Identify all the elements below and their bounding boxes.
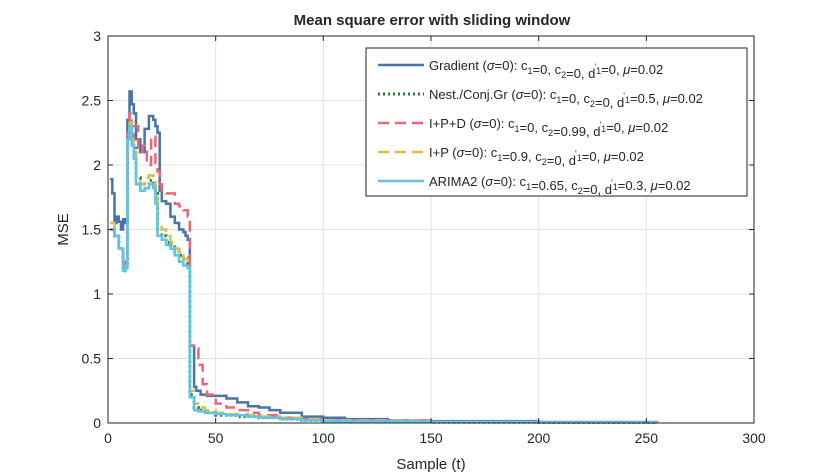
x-axis-label: Sample (t) [396,456,465,473]
legend-label-0: Gradient (σ=0): c1=0, c2=0, d'1=0, μ=0.0… [429,58,663,81]
y-tick-label: 1.5 [82,222,102,238]
chart-title: Mean square error with sliding window [294,12,571,29]
series-line-2 [110,112,659,424]
y-tick-label: 0.5 [82,351,102,367]
x-tick-label: 250 [635,430,659,446]
y-tick-label: 3 [93,28,101,44]
x-tick-label: 50 [208,430,224,446]
legend-label-3: I+P (σ=0): c1=0.9, c2=0, d'1=0, μ=0.02 [429,145,644,168]
series-line-4 [110,125,659,424]
x-tick-label: 0 [104,430,112,446]
legend-label-2: I+P+D (σ=0): c1=0, c2=0.99, d'1=0, μ=0.0… [429,116,668,139]
legend-box [365,47,748,197]
x-tick-label: 100 [312,430,336,446]
y-tick-label: 2.5 [82,93,102,109]
plot-lines [110,90,659,424]
series-line-1 [110,118,659,424]
series-line-3 [110,118,659,424]
x-tick-label: 300 [742,430,766,446]
y-axis-label: MSE [55,213,72,246]
x-tick-label: 150 [419,430,443,446]
y-tick-label: 2 [93,157,101,173]
legend-label-4: ARIMA2 (σ=0): c1=0.65, c2=0, d'1=0.3, μ=… [429,174,691,197]
axis-ticks: 0 50 100 150 200 250 300 0 0.5 1 1.5 2 2.5 3 [82,28,766,446]
legend: Gradient (σ=0): c1=0, c2=0, d'1=0, μ=0.0… [365,47,748,197]
y-tick-label: 1 [93,286,101,302]
x-tick-label: 200 [527,430,551,446]
y-tick-label: 0 [93,415,101,431]
legend-label-1: Nest./Conj.Gr (σ=0): c1=0, c2=0, d'1=0.5… [429,87,703,110]
